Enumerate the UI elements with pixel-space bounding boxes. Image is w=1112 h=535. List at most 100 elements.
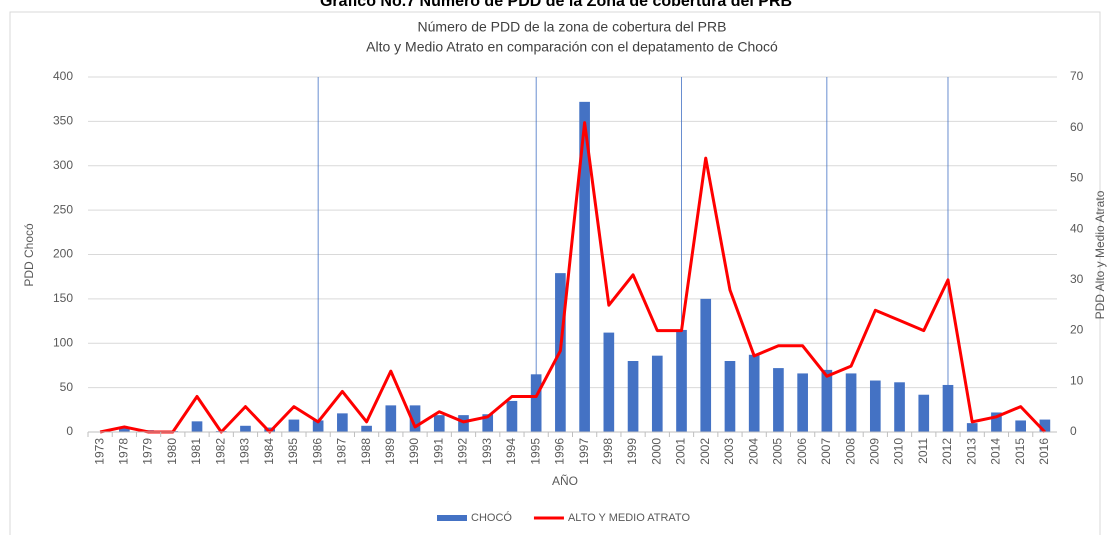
line-series [99, 121, 1046, 434]
legend-label: ALTO Y MEDIO ATRATO [568, 512, 690, 524]
y-tick-label: 400 [53, 69, 73, 83]
x-tick-label: 1981 [189, 438, 203, 465]
bar [627, 361, 639, 432]
bar [821, 369, 833, 432]
bar [288, 419, 300, 432]
bar [506, 400, 518, 432]
y-tick-label: 0 [66, 424, 73, 438]
bar [773, 368, 784, 432]
x-axis-label: AÑO [552, 474, 578, 488]
x-tick-label: 1982 [213, 438, 227, 465]
bar [869, 380, 881, 432]
y2-tick-label: 0 [1070, 424, 1077, 438]
bar [458, 415, 469, 432]
bar [361, 425, 372, 432]
bar [119, 427, 130, 432]
y-tick-label: 150 [53, 291, 73, 305]
y2-tick-label: 30 [1070, 272, 1084, 286]
x-tick-label: 2016 [1037, 438, 1051, 465]
y2-tick-label: 20 [1070, 323, 1084, 337]
bar [603, 332, 615, 432]
x-tick-label: 2015 [1013, 438, 1027, 465]
chart-subtitle: Alto y Medio Atrato en comparación con e… [366, 39, 778, 55]
bar [530, 374, 542, 432]
x-tick-label: 1994 [504, 438, 518, 465]
x-tick-label: 2003 [722, 438, 736, 465]
y-tick-label: 300 [53, 158, 73, 172]
x-tick-label: 1983 [238, 438, 252, 465]
bar [264, 427, 276, 432]
x-tick-label: 2007 [819, 438, 833, 465]
bar [991, 412, 1002, 432]
bar [482, 414, 494, 432]
x-tick-label: 2012 [940, 438, 954, 465]
x-tick-label: 2001 [674, 438, 688, 465]
bar [433, 415, 445, 432]
bar [312, 420, 324, 432]
x-tick-label: 1995 [528, 438, 542, 465]
legend-label: CHOCÓ [471, 511, 512, 524]
bar [651, 355, 663, 432]
x-tick-label: 1984 [262, 438, 276, 465]
bar [1039, 419, 1051, 432]
x-tick-label: 1986 [310, 438, 324, 465]
bar [918, 394, 930, 432]
x-tick-label: 2011 [916, 438, 930, 464]
bar [385, 405, 397, 432]
x-tick-label: 1997 [577, 438, 591, 465]
bar [579, 101, 590, 432]
bar [191, 421, 203, 432]
x-tick-label: 1998 [601, 438, 615, 465]
x-tick-label: 2013 [964, 438, 978, 465]
x-tick-label: 1989 [383, 438, 397, 465]
x-tick-label: 2014 [989, 438, 1003, 465]
x-tick-label: 1979 [141, 438, 155, 465]
x-tick-label: 1985 [286, 438, 300, 465]
x-tick-label: 1988 [359, 438, 373, 465]
x-tick-label: 2000 [649, 438, 663, 465]
y2-tick-label: 60 [1070, 120, 1084, 134]
x-tick-label: 2009 [867, 438, 881, 465]
x-tick-label: 2006 [795, 438, 809, 465]
y-tick-label: 100 [53, 335, 73, 349]
x-tick-label: 2008 [843, 438, 857, 465]
page-header: Gráfico No.7 Número de PDD de la Zona de… [320, 0, 792, 10]
x-tick-label: 2005 [771, 438, 785, 465]
x-tick-label: 1978 [117, 438, 131, 465]
chart-frame [9, 11, 1101, 535]
y2-tick-label: 10 [1070, 373, 1084, 387]
x-tick-label: 1973 [92, 438, 106, 465]
y-axis-label: PDD Chocó [22, 223, 36, 287]
x-tick-label: 2002 [698, 438, 712, 465]
x-tick-label: 1991 [431, 438, 445, 465]
y-tick-label: 200 [53, 247, 73, 261]
chart-title: Número de PDD de la zona de cobertura de… [418, 19, 727, 35]
y2-tick-label: 50 [1070, 171, 1084, 185]
y-tick-label: 50 [60, 380, 74, 394]
bar [409, 405, 421, 432]
bar [676, 329, 687, 432]
x-tick-label: 2004 [746, 438, 760, 465]
x-tick-label: 1999 [625, 438, 639, 465]
x-tick-label: 1992 [456, 438, 470, 465]
bar [797, 373, 808, 432]
x-tick-label: 1987 [335, 438, 349, 465]
x-tick-label: 1980 [165, 438, 179, 465]
legend-swatch [437, 515, 467, 521]
bar [966, 423, 978, 432]
x-tick-label: 1993 [480, 438, 494, 465]
x-tick-label: 2010 [892, 438, 906, 465]
bar [240, 425, 251, 432]
y-tick-label: 250 [53, 202, 73, 216]
bar [337, 413, 348, 432]
y-tick-label: 350 [53, 114, 73, 128]
y2-axis-label: PDD Alto y Medio Atrato [1093, 190, 1107, 319]
bar [700, 298, 712, 432]
x-tick-label: 1990 [407, 438, 421, 465]
bar [845, 373, 857, 432]
bar [894, 382, 905, 432]
y2-tick-label: 40 [1070, 221, 1084, 235]
y2-tick-label: 70 [1070, 69, 1084, 83]
x-tick-label: 1996 [553, 438, 567, 465]
